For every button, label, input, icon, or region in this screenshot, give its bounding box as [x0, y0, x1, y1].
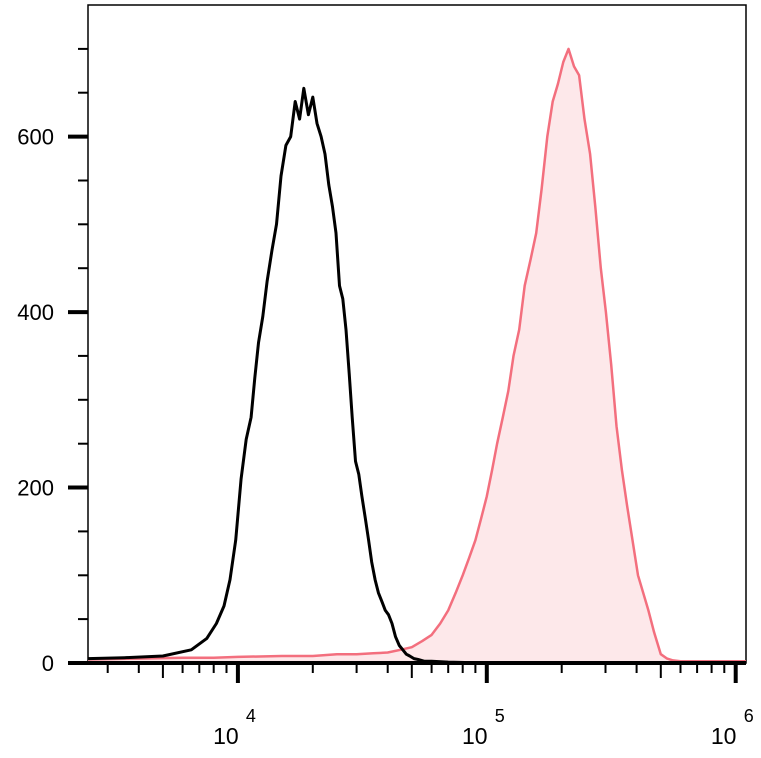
x-tick-label: 10 — [462, 723, 488, 749]
x-axis: 10 4 10 5 10 6 — [106, 663, 754, 749]
y-axis: 0 200 400 600 — [17, 47, 88, 676]
x-tick-exponent: 6 — [744, 706, 754, 726]
y-tick-label: 0 — [42, 651, 54, 676]
series-1-line — [87, 47, 746, 663]
y-tick-label: 600 — [17, 125, 54, 150]
series-layer — [87, 47, 746, 665]
plot-frame — [87, 4, 747, 664]
series-0-line — [87, 86, 746, 665]
y-tick-label: 200 — [17, 476, 54, 501]
x-tick-exponent: 5 — [495, 706, 505, 726]
x-tick-exponent: 4 — [246, 706, 256, 726]
x-tick-label: 10 — [711, 723, 737, 749]
y-tick-label: 400 — [17, 300, 54, 325]
x-tick-label: 10 — [213, 723, 239, 749]
series-1-area — [88, 48, 746, 663]
